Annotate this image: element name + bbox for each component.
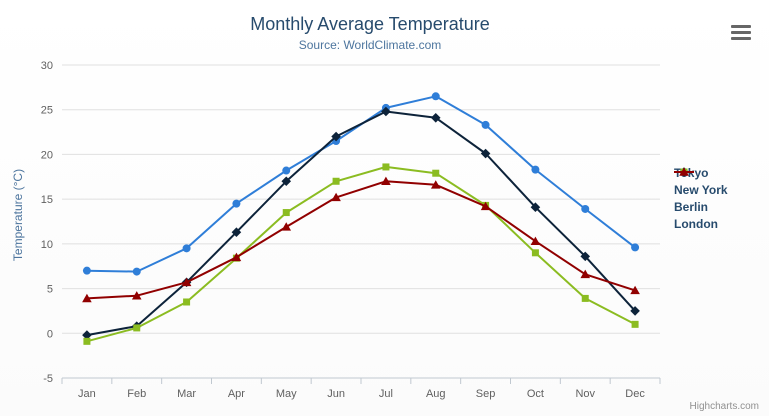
y-axis-title: Temperature (°C) [11,168,25,262]
series-line-tokyo [85,95,637,273]
series-marker-berlin [631,320,639,328]
x-axis-label: Jan [78,388,96,400]
series-marker-new-york [231,227,242,238]
series-marker-london [331,192,341,202]
series-marker-tokyo [631,243,640,252]
y-axis-label: 5 [47,284,53,296]
x-axis-label: Nov [575,388,595,400]
chart-title: Monthly Average Temperature [250,14,490,34]
legend-item-london[interactable]: London [674,167,728,231]
x-axis-label: Aug [426,388,446,400]
series-marker-tokyo [531,165,540,174]
y-axis-label: 10 [41,239,53,251]
x-axis-label: May [276,388,297,400]
series-marker-tokyo [82,266,91,275]
series-marker-london [281,222,292,231]
series-line-berlin [85,165,637,343]
series-marker-tokyo [481,120,490,129]
series-marker-london [580,269,591,279]
series-marker-berlin [133,324,141,332]
export-menu-button[interactable] [729,20,757,44]
series-marker-new-york [580,251,591,262]
x-axis-label: Jun [327,388,345,400]
y-axis-label: 20 [41,149,53,161]
series-line-new-york [85,110,637,337]
series-marker-tokyo [182,244,191,253]
series-marker-tokyo [282,166,291,175]
series-marker-london [630,285,640,295]
chart-subtitle: Source: WorldClimate.com [298,38,442,52]
series-marker-new-york [530,202,541,212]
series-marker-berlin [282,209,290,217]
series-marker-berlin [83,337,91,345]
series-marker-new-york [480,148,491,159]
hamburger-icon [731,36,751,40]
legend-item-new-york[interactable]: New York [674,167,728,197]
legend-label-berlin: Berlin [674,200,709,214]
legend-label-london: London [674,217,718,231]
x-axis-label: Feb [127,388,146,400]
series-marker-london [480,201,491,211]
x-axis-label: Oct [527,388,544,400]
legend-symbol-london [679,167,689,176]
series-line-london [85,180,637,300]
series-marker-tokyo [581,204,590,213]
x-axis-label: Dec [625,388,645,400]
series-marker-tokyo [232,199,241,208]
series-marker-new-york [281,176,292,187]
x-axis-label: Apr [228,388,245,400]
series-marker-berlin [531,249,539,257]
series-marker-london [530,236,541,245]
hamburger-icon [731,30,751,34]
x-axis-label: Mar [177,388,196,400]
series-marker-london [231,252,242,262]
y-axis-label: 0 [47,328,53,340]
y-axis-label: -5 [43,373,53,385]
legend-marker-london [674,167,694,176]
series-marker-tokyo [132,267,141,276]
credits-link[interactable]: Highcharts.com [689,401,759,412]
legend-label-new-york: New York [674,183,728,197]
series-marker-tokyo [431,92,440,101]
series-marker-berlin [432,169,440,177]
series-marker-new-york [331,131,341,142]
series-marker-berlin [581,294,589,302]
series-marker-berlin [332,177,340,185]
legend-item-berlin[interactable]: Berlin [674,168,728,214]
series-marker-london [82,293,92,303]
series-marker-london [181,277,192,287]
y-axis-label: 25 [41,105,53,117]
series-marker-new-york [82,330,92,340]
series-marker-london [131,291,142,300]
series-marker-new-york [430,112,441,123]
x-axis-label: Jul [379,388,393,400]
series-marker-berlin [183,298,191,306]
x-axis-label: Sep [476,388,496,400]
series-marker-berlin [382,163,390,171]
y-axis-label: 30 [41,60,53,72]
series-marker-london [381,176,391,186]
series-marker-new-york [630,306,640,316]
hamburger-icon [731,24,751,28]
y-axis-label: 15 [41,194,53,206]
series-marker-london [430,180,441,189]
series-marker-new-york [381,106,391,117]
